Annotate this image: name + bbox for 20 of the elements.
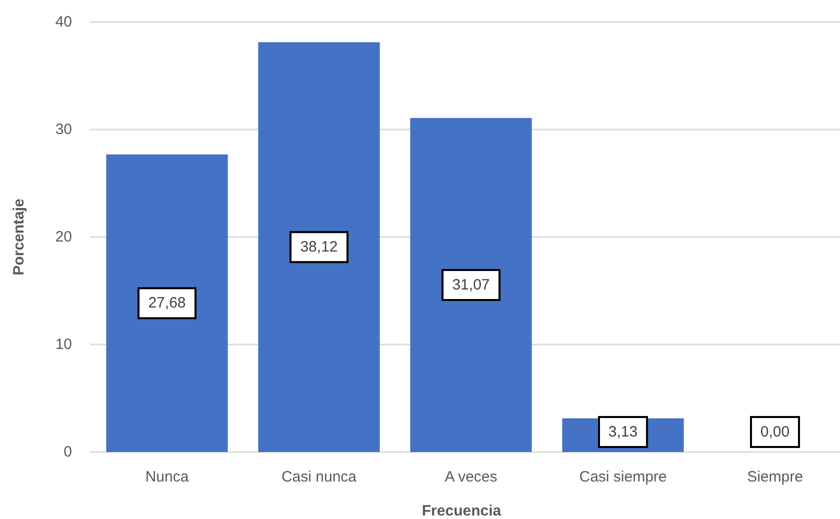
x-tick-label: Casi nunca	[281, 468, 358, 486]
y-tick-label: 20	[55, 228, 72, 246]
x-axis-title: Frecuencia	[422, 502, 502, 519]
bar	[258, 42, 380, 452]
bar	[106, 154, 228, 452]
data-label: 3,13	[608, 424, 638, 440]
data-label: 0,00	[760, 424, 790, 440]
bar	[410, 118, 532, 452]
y-tick-label: 10	[55, 336, 72, 353]
x-tick-label: A veces	[444, 468, 498, 486]
x-tick-label: Nunca	[145, 468, 190, 486]
y-tick-label: 40	[55, 14, 72, 30]
y-axis-title: Porcentaje	[10, 198, 28, 276]
data-label: 27,68	[148, 294, 186, 312]
x-tick-label: Siempre	[747, 468, 803, 486]
y-tick-label: 30	[55, 121, 72, 138]
y-tick-label: 0	[64, 444, 72, 460]
data-label: 31,07	[452, 276, 490, 294]
data-label: 38,12	[300, 238, 338, 256]
x-tick-label: Casi siempre	[579, 468, 667, 486]
